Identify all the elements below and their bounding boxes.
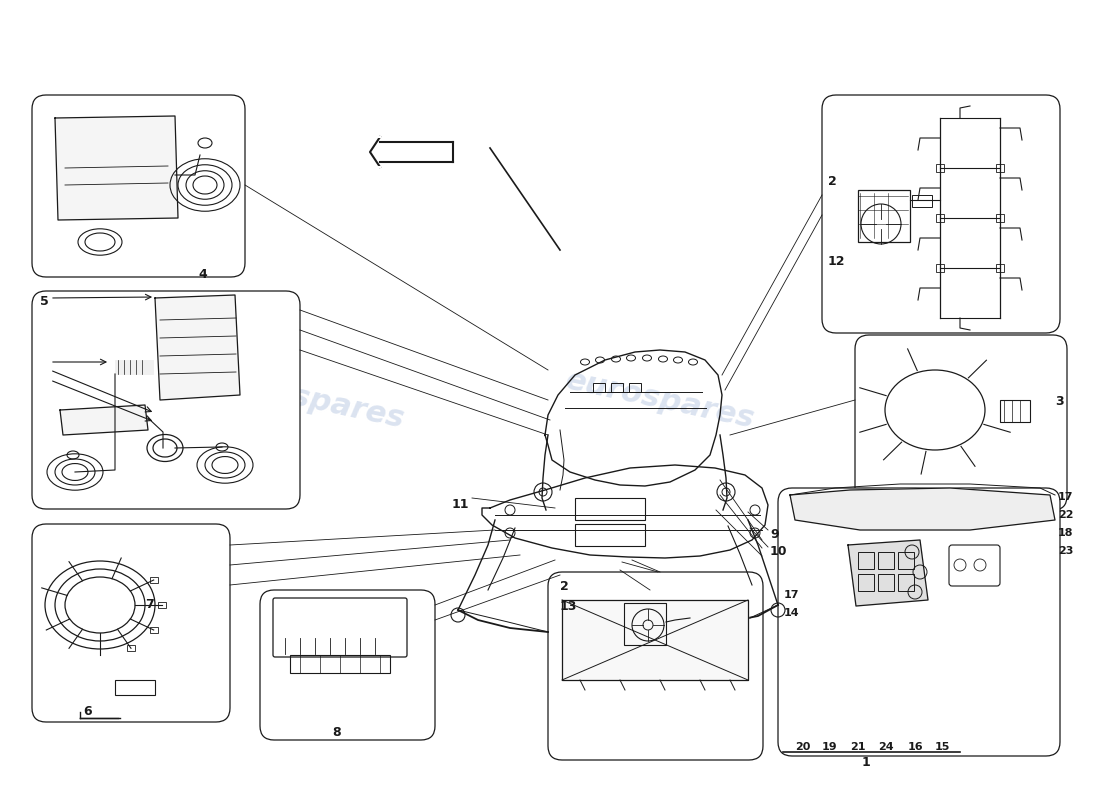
- Text: 22: 22: [1058, 510, 1074, 520]
- Bar: [116, 680, 155, 695]
- Text: 17: 17: [1058, 492, 1074, 502]
- Bar: [898, 552, 914, 569]
- Bar: [150, 627, 157, 633]
- Polygon shape: [155, 295, 240, 400]
- Bar: [624, 603, 666, 645]
- Bar: [575, 524, 645, 546]
- Bar: [878, 552, 894, 569]
- Polygon shape: [848, 540, 928, 606]
- Bar: [116, 360, 153, 374]
- Bar: [936, 164, 944, 172]
- Text: 11: 11: [452, 498, 470, 511]
- Polygon shape: [60, 405, 148, 435]
- Text: 15: 15: [935, 742, 950, 752]
- Bar: [1000, 400, 1030, 422]
- Text: 1: 1: [862, 756, 871, 769]
- FancyBboxPatch shape: [778, 488, 1060, 756]
- Text: 12: 12: [828, 255, 846, 268]
- Text: 17: 17: [784, 590, 800, 600]
- Bar: [912, 195, 932, 207]
- Bar: [898, 574, 914, 591]
- Bar: [858, 552, 874, 569]
- FancyBboxPatch shape: [260, 590, 434, 740]
- Text: 16: 16: [908, 742, 924, 752]
- Text: 20: 20: [795, 742, 811, 752]
- Bar: [996, 214, 1004, 222]
- Text: 13: 13: [560, 600, 578, 613]
- Text: 14: 14: [784, 608, 800, 618]
- Polygon shape: [790, 488, 1055, 530]
- Text: 2: 2: [560, 580, 569, 593]
- FancyBboxPatch shape: [32, 291, 300, 509]
- Bar: [858, 574, 874, 591]
- Bar: [575, 498, 645, 520]
- Text: 10: 10: [770, 545, 788, 558]
- Bar: [629, 383, 641, 392]
- Text: 23: 23: [1058, 546, 1074, 556]
- Bar: [858, 190, 910, 242]
- Text: eurospares: eurospares: [563, 366, 757, 434]
- Text: 24: 24: [878, 742, 893, 752]
- Bar: [878, 574, 894, 591]
- Text: 5: 5: [40, 295, 48, 308]
- Bar: [936, 264, 944, 272]
- Text: 9: 9: [770, 528, 779, 541]
- Bar: [593, 383, 605, 392]
- Text: 8: 8: [332, 726, 341, 739]
- Bar: [996, 164, 1004, 172]
- Bar: [150, 577, 157, 583]
- Bar: [996, 264, 1004, 272]
- FancyBboxPatch shape: [32, 524, 230, 722]
- Polygon shape: [562, 600, 748, 680]
- Text: eurospares: eurospares: [212, 366, 407, 434]
- Bar: [936, 214, 944, 222]
- Text: 21: 21: [850, 742, 866, 752]
- Text: 3: 3: [1055, 395, 1064, 408]
- Bar: [290, 655, 390, 673]
- Bar: [158, 602, 166, 608]
- Text: 19: 19: [822, 742, 837, 752]
- Text: 6: 6: [82, 705, 91, 718]
- Polygon shape: [55, 116, 178, 220]
- FancyBboxPatch shape: [548, 572, 763, 760]
- FancyBboxPatch shape: [822, 95, 1060, 333]
- FancyBboxPatch shape: [855, 335, 1067, 510]
- Text: 7: 7: [145, 598, 154, 611]
- Bar: [610, 383, 623, 392]
- Text: 18: 18: [1058, 528, 1074, 538]
- Text: 4: 4: [198, 268, 207, 281]
- FancyBboxPatch shape: [32, 95, 245, 277]
- Bar: [126, 646, 135, 651]
- Text: 2: 2: [828, 175, 837, 188]
